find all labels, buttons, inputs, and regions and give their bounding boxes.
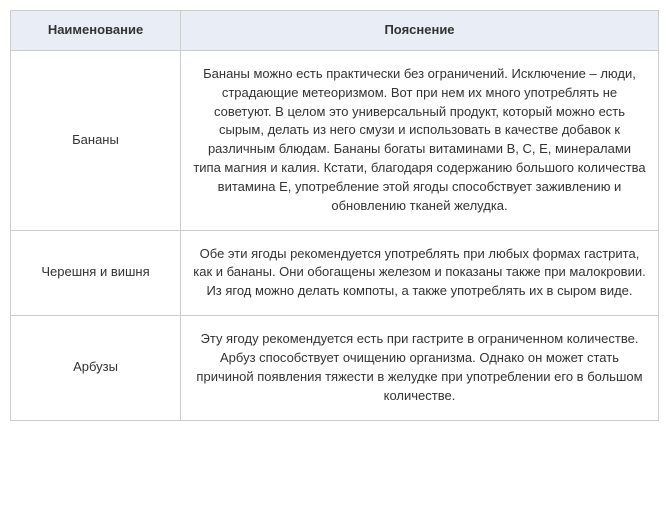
cell-name: Черешня и вишня bbox=[11, 230, 181, 316]
cell-desc: Эту ягоду рекомендуется есть при гастрит… bbox=[181, 316, 659, 420]
table-row: Арбузы Эту ягоду рекомендуется есть при … bbox=[11, 316, 659, 420]
table-row: Черешня и вишня Обе эти ягоды рекомендуе… bbox=[11, 230, 659, 316]
header-row: Наименование Пояснение bbox=[11, 11, 659, 51]
food-table: Наименование Пояснение Бананы Бананы мож… bbox=[10, 10, 659, 421]
table-row: Бананы Бананы можно есть практически без… bbox=[11, 50, 659, 230]
col-header-desc: Пояснение bbox=[181, 11, 659, 51]
col-header-name: Наименование bbox=[11, 11, 181, 51]
cell-name: Бананы bbox=[11, 50, 181, 230]
cell-desc: Бананы можно есть практически без ограни… bbox=[181, 50, 659, 230]
cell-name: Арбузы bbox=[11, 316, 181, 420]
cell-desc: Обе эти ягоды рекомендуется употреблять … bbox=[181, 230, 659, 316]
